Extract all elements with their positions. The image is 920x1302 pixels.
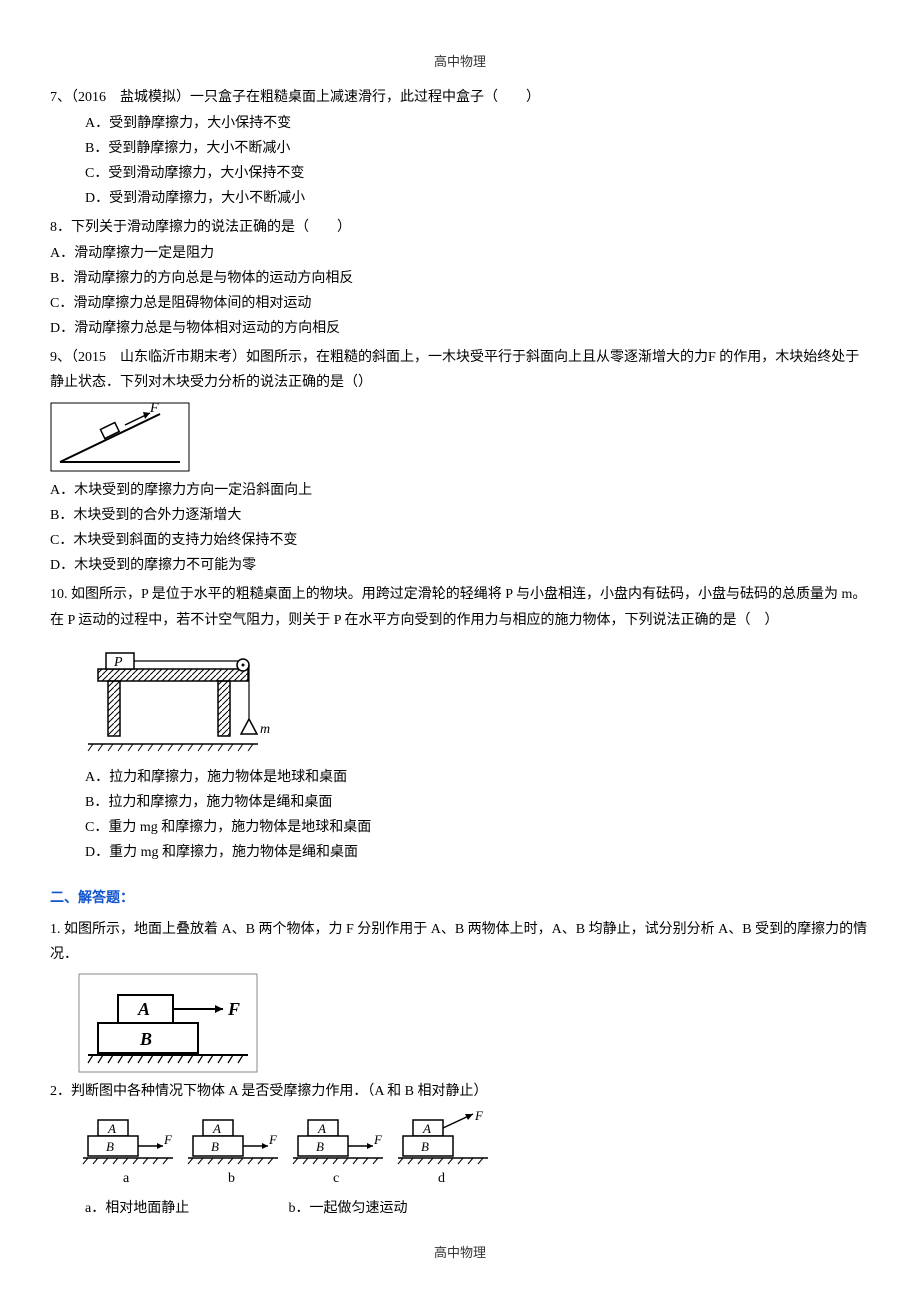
q9-stem: 9、（2015 山东临沂市期末考）如图所示，在粗糙的斜面上，一木块受平行于斜面向…: [50, 350, 859, 390]
q7-stem: 7、（2016 盐城模拟）一只盒子在粗糙桌面上减速滑行，此过程中盒子（ ）: [50, 90, 540, 105]
q8-stem: 8．下列关于滑动摩擦力的说法正确的是（ ）: [50, 220, 351, 235]
p1-stem: 1. 如图所示，地面上叠放着 A、B 两个物体，力 F 分别作用于 A、B 两物…: [50, 922, 867, 962]
q10-m-label: m: [260, 722, 270, 737]
svg-text:B: B: [106, 1139, 114, 1154]
q9-f-label: F: [149, 402, 159, 416]
svg-text:F: F: [474, 1110, 484, 1123]
question-7: 7、（2016 盐城模拟）一只盒子在粗糙桌面上减速滑行，此过程中盒子（ ） A．…: [50, 85, 870, 211]
svg-text:F: F: [268, 1132, 278, 1147]
svg-text:A: A: [317, 1121, 326, 1136]
svg-text:A: A: [107, 1121, 116, 1136]
svg-text:B: B: [316, 1139, 324, 1154]
question-8: 8．下列关于滑动摩擦力的说法正确的是（ ） A．滑动摩擦力一定是阻力 B．滑动摩…: [50, 215, 870, 341]
p2-label-d: d: [438, 1171, 445, 1186]
p1-f-label: F: [227, 999, 240, 1019]
q7-option-d: D．受到滑动摩擦力，大小不断减小: [85, 186, 870, 211]
q9-option-c: C．木块受到斜面的支持力始终保持不变: [50, 528, 870, 553]
q8-option-c: C．滑动摩擦力总是阻碍物体间的相对运动: [50, 291, 870, 316]
p2-label-a: a: [123, 1171, 130, 1186]
p2-a-text: a．相对地面静止: [85, 1196, 285, 1221]
p2-label-b: b: [228, 1171, 235, 1186]
p1-a-label: A: [137, 999, 150, 1019]
q9-option-d: D．木块受到的摩擦力不可能为零: [50, 553, 870, 578]
svg-text:A: A: [422, 1121, 431, 1136]
problem-1: 1. 如图所示，地面上叠放着 A、B 两个物体，力 F 分别作用于 A、B 两物…: [50, 917, 870, 1073]
q8-option-a: A．滑动摩擦力一定是阻力: [50, 241, 870, 266]
section2-title: 二、解答题：: [50, 886, 870, 911]
q7-option-c: C．受到滑动摩擦力，大小保持不变: [85, 161, 870, 186]
q10-option-a: A．拉力和摩擦力，施力物体是地球和桌面: [85, 765, 870, 790]
q10-stem: 10. 如图所示，P 是位于水平的粗糙桌面上的物块。用跨过定滑轮的轻绳将 P 与…: [50, 587, 866, 627]
q10-option-d: D．重力 mg 和摩擦力，施力物体是绳和桌面: [85, 840, 870, 865]
p2-stem: 2．判断图中各种情况下物体 A 是否受摩擦力作用．（A 和 B 相对静止）: [50, 1084, 488, 1099]
q7-option-a: A．受到静摩擦力，大小保持不变: [85, 111, 870, 136]
q10-p-label: P: [113, 655, 123, 670]
q9-option-b: B．木块受到的合外力逐渐增大: [50, 503, 870, 528]
svg-text:B: B: [211, 1139, 219, 1154]
q7-option-b: B．受到静摩擦力，大小不断减小: [85, 136, 870, 161]
q8-option-b: B．滑动摩擦力的方向总是与物体的运动方向相反: [50, 266, 870, 291]
svg-text:A: A: [212, 1121, 221, 1136]
page-header: 高中物理: [50, 50, 870, 73]
p1-b-label: B: [139, 1029, 152, 1049]
q10-figure: P m: [78, 639, 870, 759]
svg-text:F: F: [163, 1132, 173, 1147]
q8-option-d: D．滑动摩擦力总是与物体相对运动的方向相反: [50, 316, 870, 341]
q9-option-a: A．木块受到的摩擦力方向一定沿斜面向上: [50, 478, 870, 503]
problem-2: 2．判断图中各种情况下物体 A 是否受摩擦力作用．（A 和 B 相对静止） A …: [50, 1079, 870, 1221]
question-9: 9、（2015 山东临沂市期末考）如图所示，在粗糙的斜面上，一木块受平行于斜面向…: [50, 345, 870, 578]
p2-b-text: b．一起做匀速运动: [289, 1201, 408, 1216]
svg-text:B: B: [421, 1139, 429, 1154]
p2-figure: A B F a A B: [78, 1110, 870, 1190]
p1-figure: B A F: [78, 973, 870, 1073]
q10-option-b: B．拉力和摩擦力，施力物体是绳和桌面: [85, 790, 870, 815]
page-footer: 高中物理: [50, 1241, 870, 1264]
svg-text:F: F: [373, 1132, 383, 1147]
q9-figure: F: [50, 402, 870, 472]
question-10: 10. 如图所示，P 是位于水平的粗糙桌面上的物块。用跨过定滑轮的轻绳将 P 与…: [50, 582, 870, 865]
p2-label-c: c: [333, 1171, 339, 1186]
q10-option-c: C．重力 mg 和摩擦力，施力物体是地球和桌面: [85, 815, 870, 840]
